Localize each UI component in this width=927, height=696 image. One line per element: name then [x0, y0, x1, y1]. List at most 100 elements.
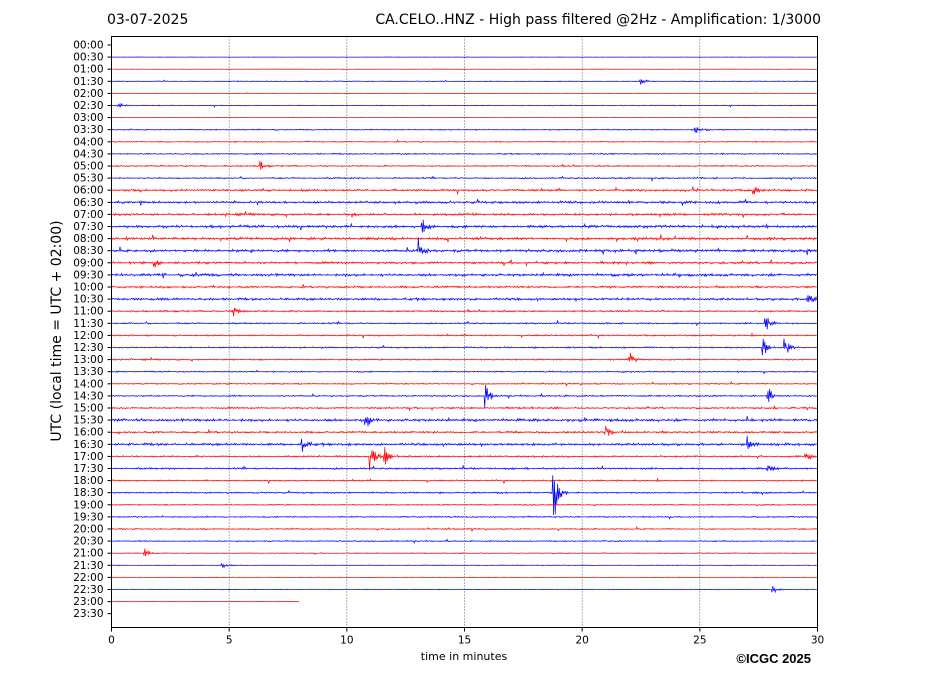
y-tick-label: 01:00 [73, 64, 103, 76]
y-tick-label: 18:00 [73, 475, 103, 487]
y-tick-label: 16:00 [73, 427, 103, 439]
trace-line [111, 317, 818, 330]
x-tick-label: 25 [693, 635, 706, 647]
x-tick-label: 30 [811, 635, 824, 647]
trace-line [111, 211, 817, 218]
trace-line [111, 465, 817, 472]
y-tick-label: 20:30 [73, 536, 103, 548]
trace-line [111, 369, 817, 375]
y-tick-label: 10:00 [73, 282, 103, 294]
y-tick-label: 03:30 [73, 124, 103, 136]
trace-line [111, 160, 817, 170]
y-tick-label: 04:00 [73, 136, 103, 148]
y-tick-label: 15:00 [73, 403, 103, 415]
trace-line [111, 271, 818, 279]
y-tick-label: 19:30 [73, 511, 103, 523]
y-tick-label: 06:00 [73, 185, 103, 197]
y-tick-label: 21:30 [73, 560, 103, 572]
trace-line [111, 405, 818, 412]
trace-line [111, 126, 817, 133]
trace-line [111, 219, 818, 233]
y-tick-label: 02:00 [73, 88, 103, 100]
y-axis: 00:0000:3001:0001:3002:0002:3003:0003:30… [73, 40, 112, 620]
trace-line [111, 380, 818, 387]
y-tick-label: 05:30 [73, 173, 103, 185]
y-tick-label: 20:00 [73, 524, 103, 536]
x-tick-label: 20 [575, 635, 588, 647]
y-tick-label: 23:30 [73, 608, 103, 620]
y-tick-label: 08:00 [73, 233, 103, 245]
y-tick-label: 04:30 [73, 148, 103, 160]
y-tick-label: 16:30 [73, 439, 103, 451]
x-tick-label: 10 [340, 635, 353, 647]
trace-line [111, 332, 817, 340]
y-tick-label: 22:30 [73, 584, 103, 596]
trace-line [111, 68, 817, 70]
trace-line [111, 284, 817, 290]
trace-line [111, 152, 818, 156]
trace-line [111, 586, 817, 594]
x-axis: 0 5 10 15 20 25 30 [108, 627, 824, 647]
grid-lines [228, 36, 701, 628]
chart-title: CA.CELO..HNZ - High pass filtered @2Hz -… [375, 12, 821, 28]
trace-line [111, 139, 817, 144]
trace-line [111, 237, 818, 256]
y-tick-label: 13:00 [73, 354, 103, 366]
x-tick-label: 5 [226, 635, 233, 647]
trace-group [111, 56, 818, 603]
y-tick-label: 12:00 [73, 330, 103, 342]
x-tick-label: 0 [108, 635, 115, 647]
trace-line [111, 477, 817, 485]
y-tick-label: 07:30 [73, 221, 103, 233]
y-tick-label: 05:00 [73, 161, 103, 173]
y-tick-label: 09:00 [73, 257, 103, 269]
chart-date: 03-07-2025 [107, 12, 189, 28]
y-tick-label: 06:30 [73, 197, 103, 209]
y-tick-label: 21:00 [73, 548, 103, 560]
y-tick-label: 09:30 [73, 269, 103, 281]
trace-line [111, 186, 818, 195]
y-tick-label: 12:30 [73, 342, 103, 354]
trace-line [111, 384, 817, 408]
trace-line [111, 234, 818, 243]
y-tick-label: 15:30 [73, 415, 103, 427]
y-tick-label: 00:30 [73, 52, 103, 64]
y-tick-label: 08:30 [73, 245, 103, 257]
trace-line [111, 116, 817, 119]
y-tick-label: 01:30 [73, 76, 103, 88]
trace-line [111, 78, 817, 85]
y-tick-label: 10:30 [73, 294, 103, 306]
y-tick-label: 17:00 [73, 451, 103, 463]
y-tick-label: 22:00 [73, 572, 103, 584]
trace-line [111, 525, 818, 533]
y-tick-label: 03:00 [73, 112, 103, 124]
trace-line [111, 338, 817, 356]
trace-line [111, 307, 818, 317]
x-axis-label: time in minutes [420, 650, 508, 663]
y-tick-label: 14:30 [73, 390, 103, 402]
y-tick-label: 07:00 [73, 209, 103, 221]
y-tick-label: 17:30 [73, 463, 103, 475]
trace-line [111, 576, 817, 579]
trace-line [111, 426, 818, 436]
trace-line [111, 92, 817, 95]
y-tick-label: 11:30 [73, 318, 103, 330]
trace-line [111, 475, 817, 515]
trace-line [111, 175, 817, 182]
trace-line [111, 538, 817, 544]
trace-line [111, 435, 818, 452]
trace-line [111, 416, 818, 427]
trace-line [111, 295, 818, 303]
y-tick-label: 14:00 [73, 378, 103, 390]
y-tick-label: 02:30 [73, 100, 103, 112]
y-tick-label: 13:30 [73, 366, 103, 378]
trace-line [111, 259, 818, 268]
y-tick-label: 11:00 [73, 306, 103, 318]
trace-line [111, 102, 817, 108]
trace-line [111, 548, 817, 557]
plot-frame [111, 36, 818, 628]
trace-line [111, 562, 817, 569]
copyright-text: ©ICGC 2025 [736, 651, 811, 666]
x-tick-label: 15 [458, 635, 471, 647]
